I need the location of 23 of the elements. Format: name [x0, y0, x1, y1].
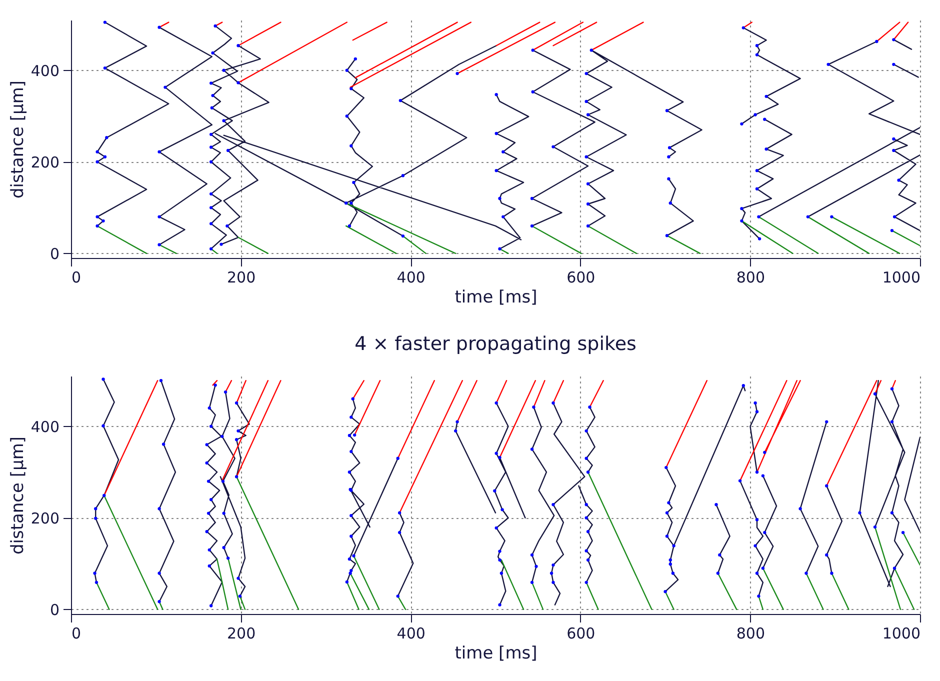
y-tick-label: 200	[30, 509, 60, 528]
y-tick-label: 400	[30, 62, 60, 80]
y-tick-label: 200	[30, 153, 60, 172]
x-tick-label: 0	[72, 624, 82, 642]
y-axis-title: distance [µm]	[8, 80, 28, 199]
x-tick-label: 400	[396, 624, 426, 642]
chart-title: 4 × faster propagating spikes	[354, 333, 636, 355]
y-tick-label: 0	[50, 244, 60, 263]
x-axis-title: time [ms]	[454, 644, 538, 664]
y-axis-title: distance [µm]	[8, 436, 28, 555]
x-tick-label: 200	[226, 268, 256, 286]
x-tick-label: 600	[566, 268, 596, 286]
y-tick-label: 0	[50, 600, 60, 619]
x-tick-label: 1000	[882, 268, 920, 286]
y-tick-label: 400	[30, 418, 60, 436]
x-tick-label: 1000	[882, 624, 920, 642]
x-tick-label: 200	[226, 624, 256, 642]
x-tick-label: 400	[396, 268, 426, 286]
x-axis-title: time [ms]	[454, 288, 538, 308]
x-tick-label: 600	[566, 624, 596, 642]
x-tick-label: 800	[736, 268, 766, 286]
x-tick-label: 0	[72, 268, 82, 286]
x-tick-label: 800	[736, 624, 766, 642]
